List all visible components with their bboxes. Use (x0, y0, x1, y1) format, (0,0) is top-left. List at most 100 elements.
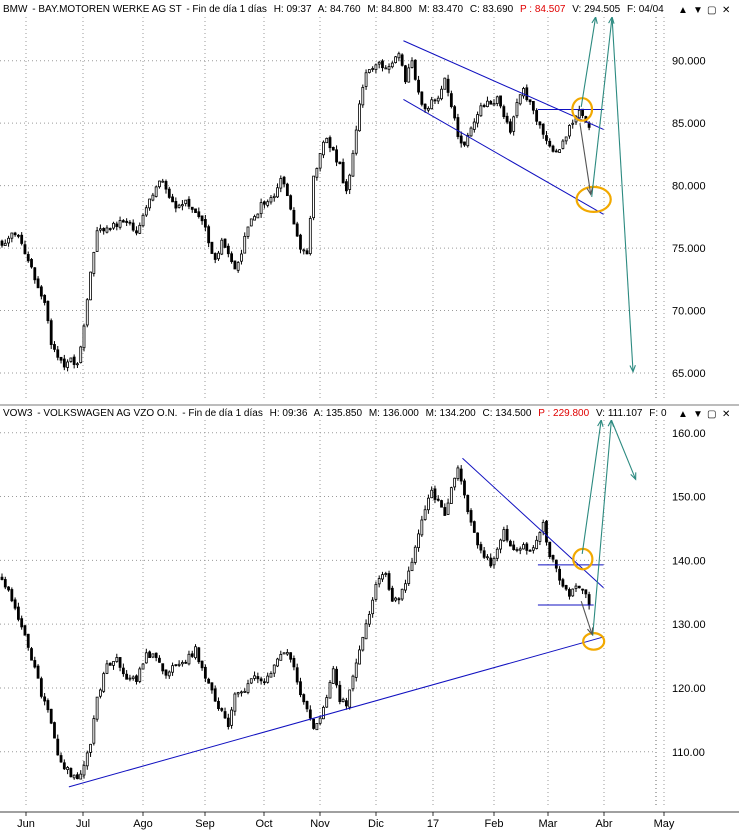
vow3-candle (449, 486, 453, 504)
vow3-candle (59, 752, 63, 763)
vow3-candle (253, 671, 256, 681)
bmw-candle (16, 234, 20, 239)
vow3-candle-body (158, 657, 161, 663)
bmw-candle (318, 153, 322, 172)
bmw-candle (197, 207, 201, 219)
vow3-close-button[interactable]: ✕ (722, 409, 730, 420)
bmw-candle-body (253, 216, 256, 221)
bmw-candle (148, 198, 152, 211)
vow3-candle-body (279, 654, 283, 661)
bmw-maximize-button[interactable]: ▢ (707, 5, 716, 16)
x-tick-label: Mar (539, 818, 558, 830)
bmw-candle (417, 75, 420, 95)
bmw-candle (125, 218, 129, 227)
bmw-candle-body (325, 137, 329, 144)
bmw-candle (226, 243, 230, 258)
bmw-candle-body (262, 201, 266, 205)
vow3-candle (584, 589, 588, 599)
bmw-candle (187, 196, 191, 210)
vow3-candle-body (53, 722, 56, 739)
bmw-candle-body (381, 60, 384, 69)
vow3-candle (443, 503, 447, 516)
bmw-candle-body (390, 62, 394, 68)
vow3-v: V: 111.107 (596, 408, 643, 419)
vow3-candle-body (249, 678, 253, 684)
vow3-candle (144, 648, 148, 664)
bmw-header-bar (0, 0, 739, 17)
bmw-candle-body (138, 224, 142, 234)
vow3-candle (135, 674, 138, 685)
bmw-candle (236, 261, 240, 273)
bmw-candle-body (128, 221, 132, 224)
vow3-candle (223, 707, 227, 719)
vow3-candle (39, 676, 43, 699)
vow3-candle (89, 743, 92, 757)
vow3-candle (174, 664, 178, 667)
bmw-candle-body (531, 101, 535, 111)
bmw-candle-body (79, 346, 83, 363)
bmw-candle (112, 221, 115, 230)
bmw-candle (341, 158, 345, 184)
bmw-candle-body (518, 94, 522, 105)
bmw-candle (531, 101, 535, 115)
bmw-down-button[interactable]: ▼ (693, 5, 703, 16)
vow3-candle-body (217, 700, 220, 710)
vow3-candle (138, 666, 142, 684)
vow3-candle (92, 715, 96, 746)
bmw-candle-body (413, 59, 417, 80)
x-tick-label: May (654, 818, 675, 830)
bmw-candle (315, 167, 319, 181)
bmw-candle (426, 106, 430, 113)
vow3-candle-body (561, 579, 565, 587)
bmw-candle (102, 227, 106, 235)
bmw-candle-body (420, 91, 424, 105)
vow3-candle-body (538, 532, 542, 542)
vow3-candle-body (318, 717, 322, 724)
bmw-candle (364, 69, 368, 90)
bmw-candle (295, 221, 299, 237)
bmw-candle (338, 161, 342, 165)
bmw-close-button[interactable]: ✕ (722, 5, 730, 16)
vow3-candle (141, 662, 145, 670)
bmw-candle (272, 193, 276, 202)
vow3-down-button[interactable]: ▼ (693, 409, 703, 420)
vow3-up-button[interactable]: ▲ (678, 409, 688, 420)
bmw-candle-body (463, 141, 466, 146)
vow3-candle (308, 705, 312, 721)
bmw-candle (358, 100, 361, 132)
bmw-candle-body (213, 253, 217, 260)
bmw-up-button[interactable]: ▲ (678, 5, 688, 16)
bmw-candle (502, 104, 506, 120)
bmw-candle-body (56, 349, 60, 358)
vow3-candle-body (118, 657, 122, 668)
bmw-candle (495, 95, 499, 107)
bmw-candle-body (407, 67, 411, 83)
vow3-candle-body (541, 521, 545, 533)
bmw-candle-body (167, 188, 171, 198)
vow3-candle (108, 662, 112, 666)
vow3-candle-body (482, 550, 486, 558)
x-tick-label: Jul (76, 818, 90, 830)
vow3-candle (246, 679, 250, 695)
vow3-candle (276, 657, 279, 668)
bmw-candle-body (59, 356, 63, 361)
vow3-candle-body (571, 588, 575, 597)
vow3-candle (436, 495, 440, 502)
bmw-candle (423, 103, 427, 113)
vow3-header-text: VOW3 - VOLKSWAGEN AG VZO O.N. - Fin de d… (3, 408, 667, 419)
bmw-candle (3, 239, 7, 246)
bmw-candle (62, 354, 66, 371)
vow3-maximize-button[interactable]: ▢ (707, 409, 716, 420)
vow3-candle (404, 579, 407, 593)
vow3-candle-body (72, 774, 76, 779)
vow3-y-tick-label: 160.00 (672, 428, 706, 440)
bmw-candle (351, 150, 355, 177)
bmw-candle (466, 132, 470, 148)
bmw-candle (7, 235, 10, 247)
bmw-candle-body (295, 223, 299, 237)
vow3-candle-body (302, 694, 306, 703)
bmw-candle (164, 179, 168, 194)
vow3-candle (240, 690, 243, 697)
vow3-candle-body (256, 676, 260, 680)
vow3-candle (423, 505, 427, 521)
